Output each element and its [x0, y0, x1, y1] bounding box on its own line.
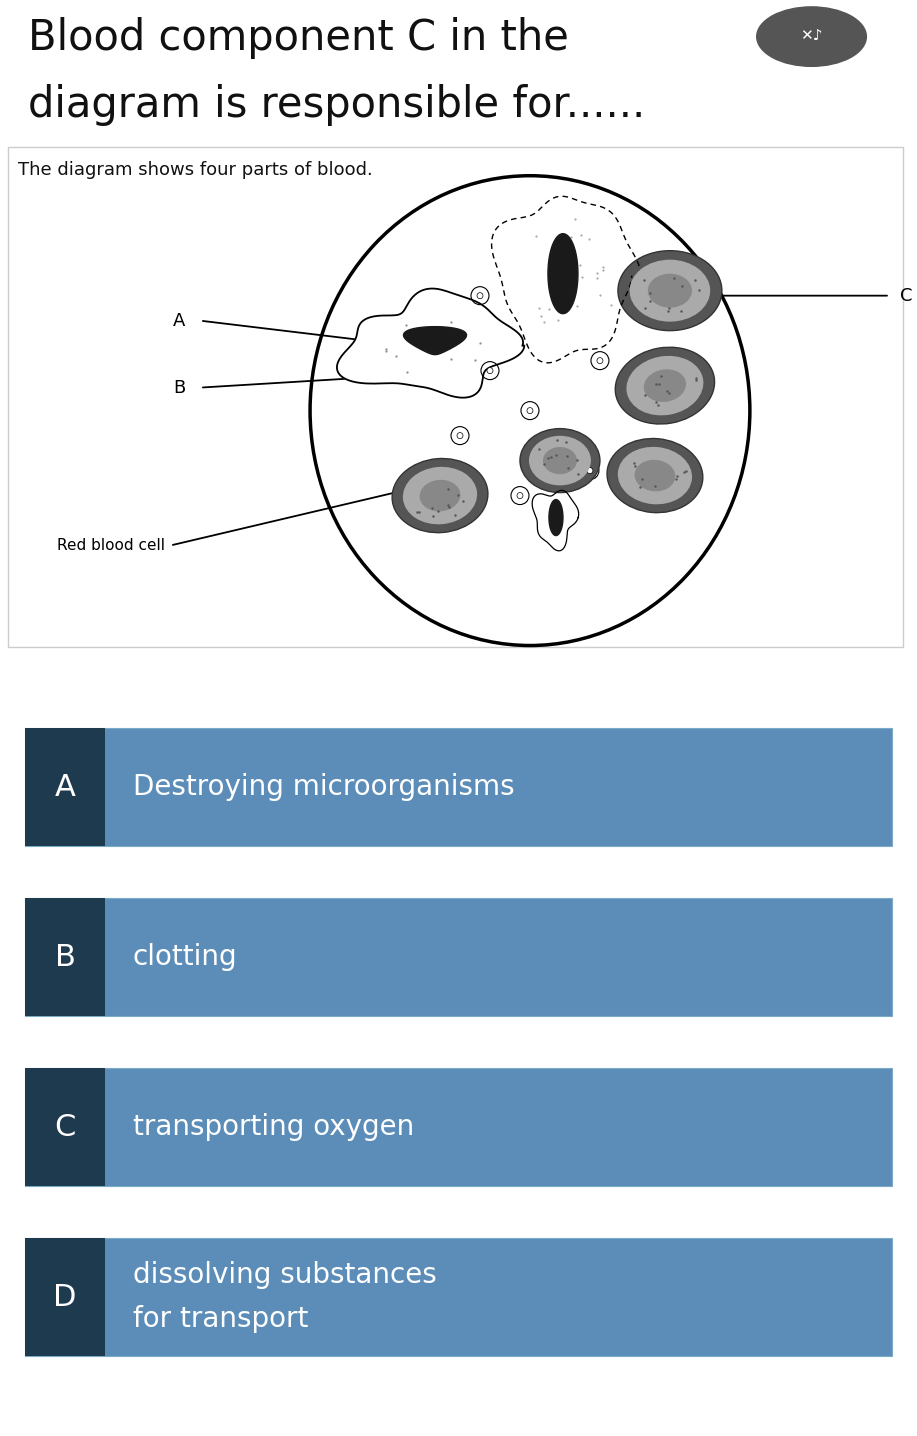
Circle shape: [527, 408, 533, 414]
Circle shape: [487, 368, 493, 373]
Ellipse shape: [626, 356, 703, 415]
Text: transporting oxygen: transporting oxygen: [133, 1113, 414, 1142]
Ellipse shape: [635, 460, 675, 491]
Text: clotting: clotting: [133, 943, 238, 971]
Text: diagram is responsible for......: diagram is responsible for......: [28, 85, 645, 126]
Circle shape: [587, 468, 593, 474]
Ellipse shape: [615, 348, 714, 424]
Circle shape: [597, 358, 603, 363]
Polygon shape: [337, 289, 525, 398]
Circle shape: [591, 352, 609, 369]
Polygon shape: [549, 500, 563, 536]
FancyBboxPatch shape: [25, 899, 105, 1017]
Ellipse shape: [618, 251, 722, 330]
Polygon shape: [548, 234, 578, 313]
Text: A: A: [172, 312, 185, 330]
Circle shape: [657, 392, 663, 399]
Text: Destroying microorganisms: Destroying microorganisms: [133, 774, 514, 801]
Ellipse shape: [392, 458, 488, 533]
Text: for transport: for transport: [133, 1305, 308, 1333]
Text: C: C: [900, 287, 912, 304]
Circle shape: [757, 7, 867, 66]
FancyBboxPatch shape: [25, 728, 892, 846]
FancyBboxPatch shape: [25, 1068, 892, 1186]
Circle shape: [457, 432, 463, 438]
Text: A: A: [55, 773, 75, 801]
Circle shape: [517, 493, 523, 498]
Text: dissolving substances: dissolving substances: [133, 1261, 436, 1290]
Ellipse shape: [529, 435, 591, 485]
Circle shape: [511, 487, 529, 504]
Polygon shape: [403, 326, 467, 355]
Circle shape: [451, 426, 469, 445]
Ellipse shape: [403, 467, 477, 524]
Ellipse shape: [618, 447, 692, 504]
Ellipse shape: [630, 260, 710, 322]
FancyBboxPatch shape: [25, 728, 105, 846]
Text: B: B: [55, 943, 75, 972]
Polygon shape: [492, 197, 640, 363]
Ellipse shape: [647, 274, 692, 307]
Circle shape: [521, 402, 539, 419]
FancyBboxPatch shape: [25, 899, 892, 1017]
FancyBboxPatch shape: [8, 146, 903, 646]
Circle shape: [477, 293, 483, 299]
Ellipse shape: [543, 447, 577, 474]
Ellipse shape: [520, 428, 600, 493]
Circle shape: [481, 362, 499, 379]
Circle shape: [581, 461, 599, 480]
Text: The diagram shows four parts of blood.: The diagram shows four parts of blood.: [18, 161, 373, 178]
FancyBboxPatch shape: [25, 1238, 892, 1356]
FancyBboxPatch shape: [25, 1068, 105, 1186]
Text: B: B: [173, 379, 185, 396]
Circle shape: [651, 386, 668, 405]
Ellipse shape: [644, 369, 686, 402]
FancyBboxPatch shape: [25, 1238, 105, 1356]
Text: C: C: [54, 1113, 76, 1142]
Text: Blood component C in the: Blood component C in the: [28, 17, 569, 59]
Text: D: D: [53, 1282, 77, 1311]
Polygon shape: [532, 490, 579, 551]
Ellipse shape: [607, 438, 702, 513]
Text: ✕♪: ✕♪: [801, 29, 823, 45]
Text: Red blood cell: Red blood cell: [57, 538, 165, 553]
Circle shape: [471, 287, 489, 304]
Ellipse shape: [420, 480, 460, 511]
